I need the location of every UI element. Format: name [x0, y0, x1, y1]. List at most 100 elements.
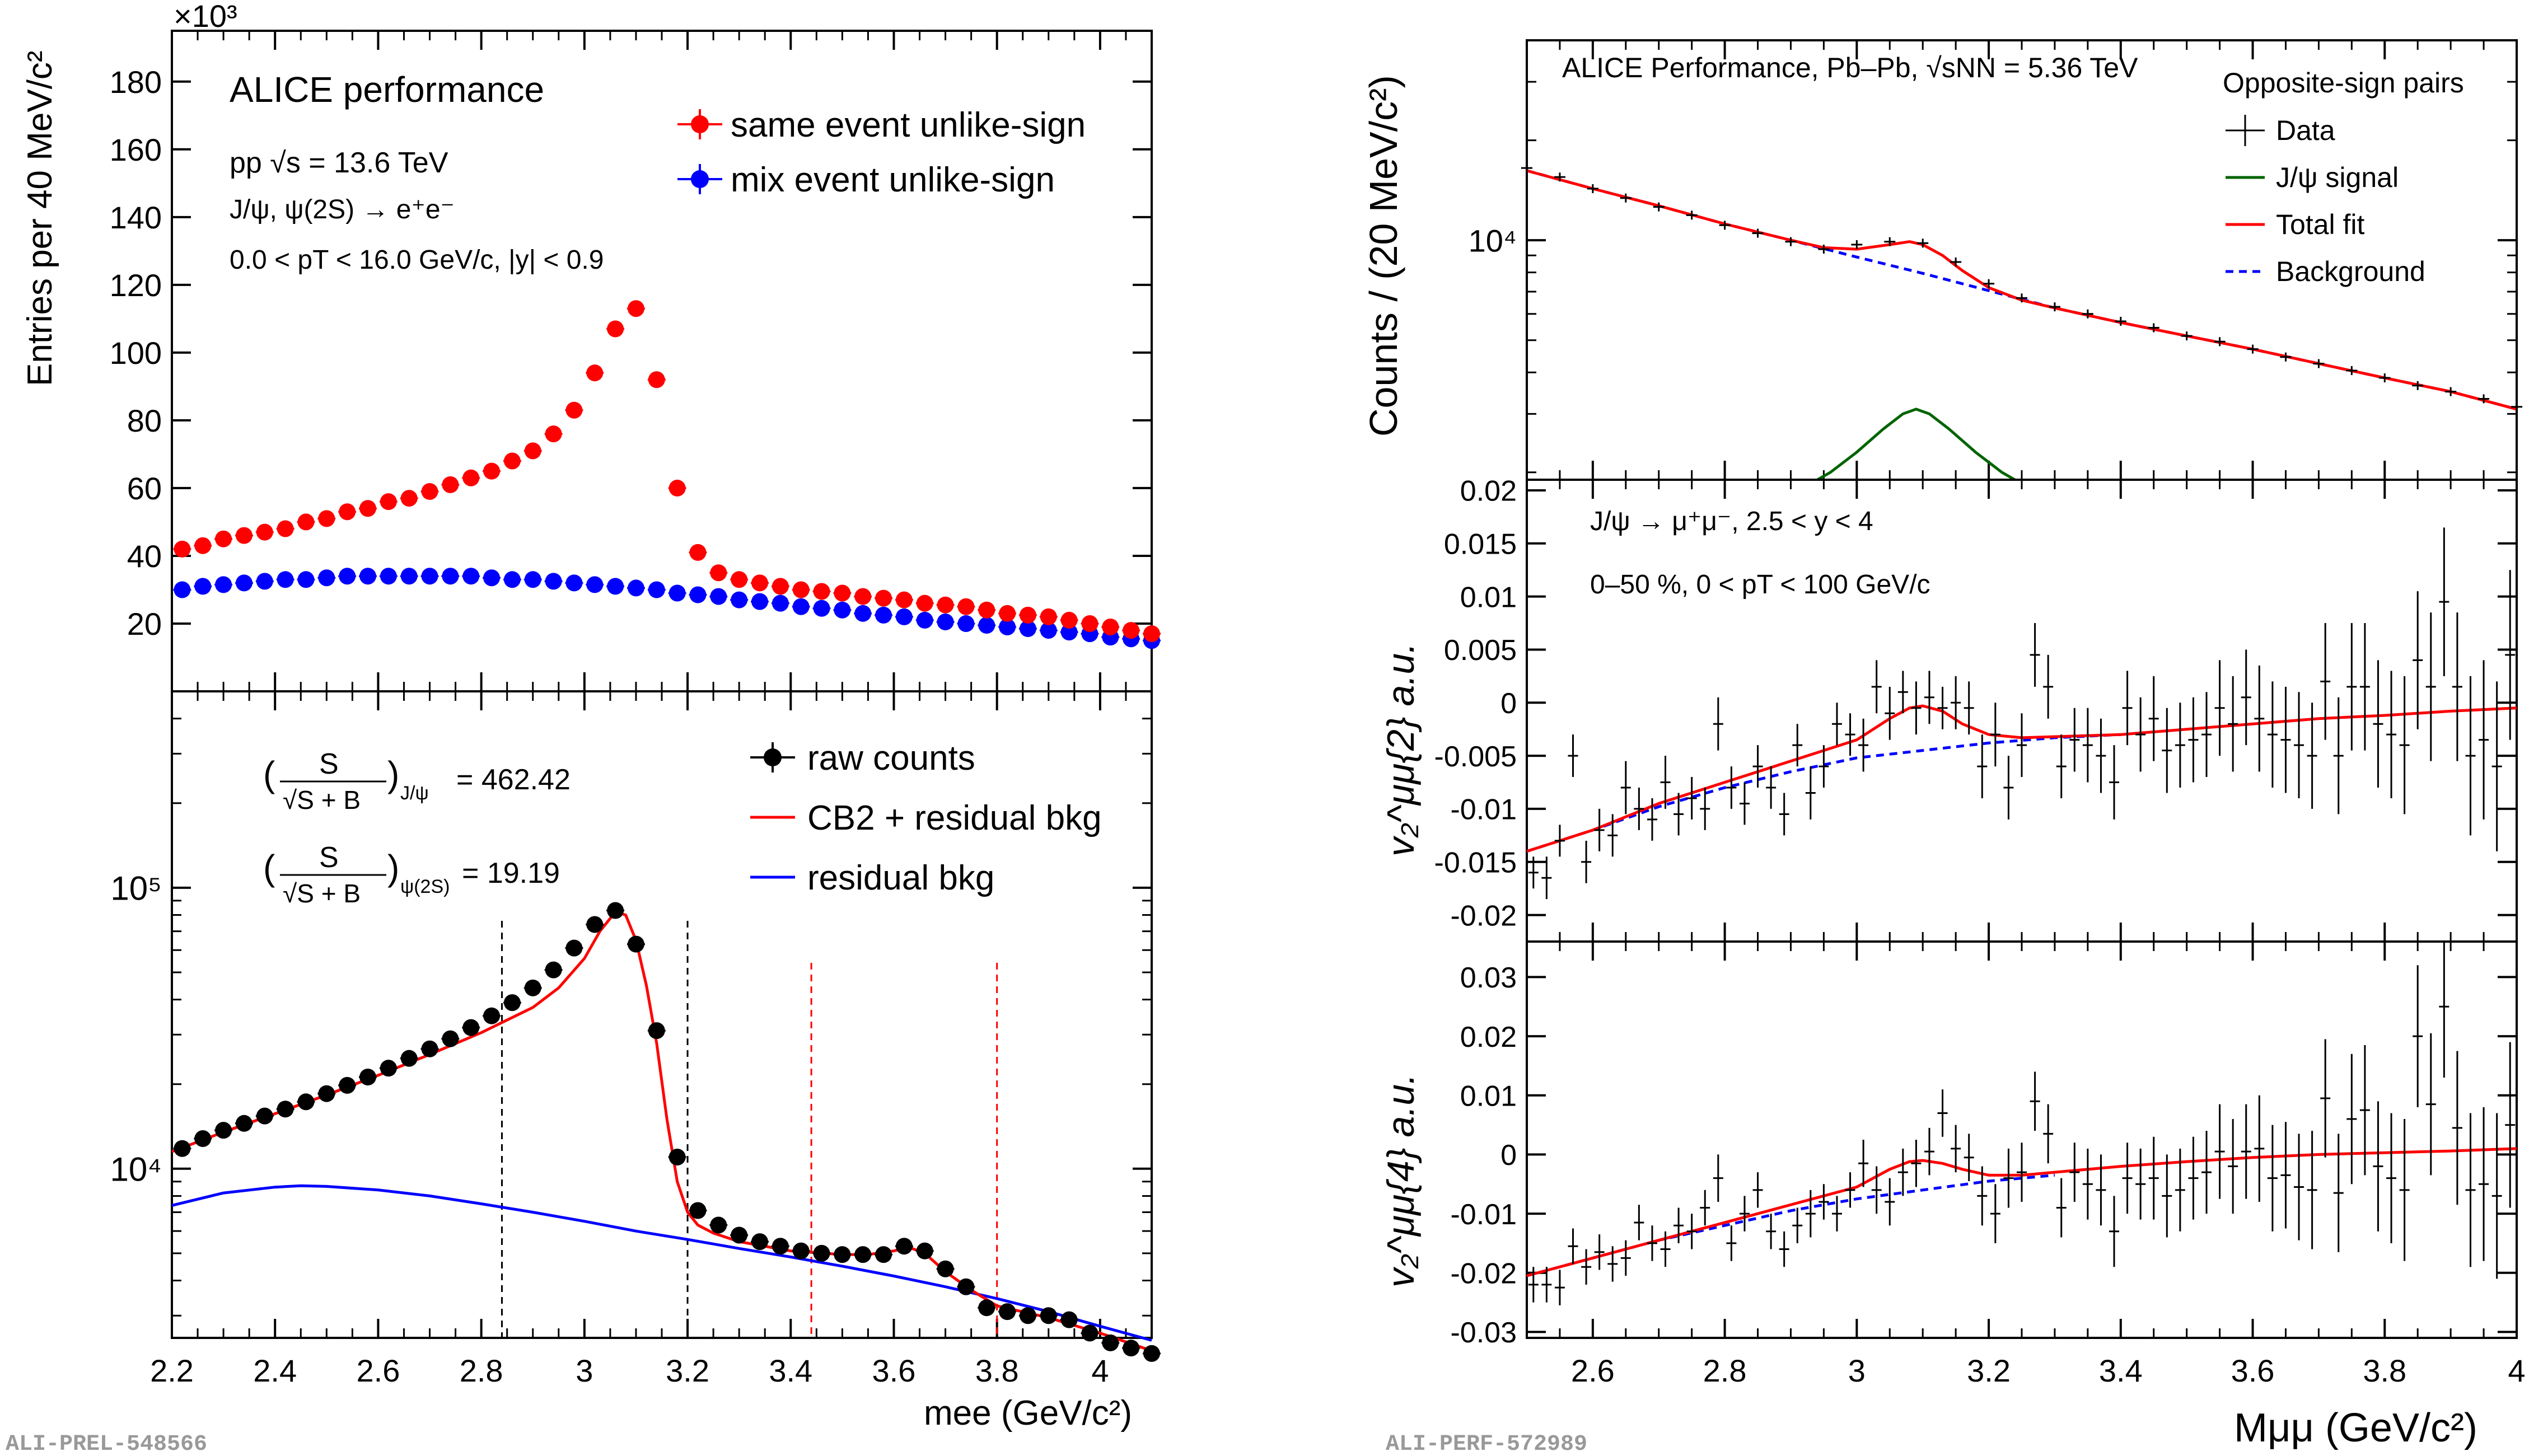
total-fit-curve — [1526, 704, 2517, 853]
right-mid-decay-label: J/ψ → μ⁺μ⁻, 2.5 < y < 4 — [1590, 507, 1873, 536]
mix-event-point — [1019, 620, 1036, 638]
legend-mix-marker — [691, 170, 709, 188]
right-mid-kin-label: 0–50 %, 0 < pT < 100 GeV/c — [1590, 570, 1930, 600]
mix-event-point — [689, 586, 707, 603]
raw-count-point — [359, 1068, 376, 1085]
same-event-point — [174, 540, 191, 558]
mix-event-point — [194, 578, 212, 595]
mix-event-point — [277, 571, 294, 588]
same-event-point — [1143, 625, 1160, 643]
mix-event-point — [916, 611, 933, 629]
right-bottom-ylabel: v₂^μμ{4} a.u. — [1380, 1074, 1422, 1288]
mix-event-point — [586, 576, 604, 593]
left-bottom-x-tick-label: 3.4 — [769, 1353, 812, 1388]
left-top-legend: same event unlike-sign mix event unlike-… — [677, 106, 1086, 199]
raw-count-point — [1123, 1340, 1140, 1357]
left-bottom-ticks: 2.2 2.4 2.6 2.8 3 3.2 3.4 3.6 3.8 4 10⁴ 10⁵ — [110, 690, 1153, 1388]
same-event-point — [524, 442, 541, 460]
mix-event-point — [442, 568, 459, 585]
raw-count-point — [235, 1115, 253, 1132]
left-bottom-x-tick-label: 2.8 — [460, 1353, 503, 1388]
raw-count-point — [1102, 1334, 1119, 1351]
same-event-point — [813, 583, 830, 600]
mix-event-point — [380, 568, 397, 585]
left-top-y-tick-label: 180 — [110, 64, 162, 100]
rm-y-tick-label: 0.015 — [1444, 528, 1517, 561]
rb-x-tick-label: 3.8 — [2363, 1353, 2406, 1388]
raw-count-point — [731, 1226, 748, 1244]
raw-count-point — [1081, 1324, 1098, 1342]
left-bottom-x-tick-label: 3.8 — [975, 1353, 1019, 1388]
same-event-point — [999, 605, 1016, 622]
mix-event-point — [937, 613, 954, 630]
same-event-point — [277, 520, 294, 537]
legend-same-label: same event unlike-sign — [731, 106, 1086, 144]
snr-psi2s-den: √S + B — [283, 879, 361, 908]
raw-count-point — [751, 1233, 768, 1251]
rb-x-tick-label: 3.4 — [2099, 1353, 2143, 1388]
mix-event-point — [999, 619, 1016, 636]
mix-event-point — [957, 615, 975, 632]
mix-event-point — [421, 568, 438, 585]
mix-event-point — [215, 576, 232, 593]
background-curve — [1526, 1173, 2055, 1277]
same-event-point — [792, 581, 810, 598]
legend-same-marker — [691, 115, 709, 133]
raw-count-point — [400, 1050, 418, 1067]
snr-jpsi-num: S — [319, 748, 339, 780]
left-bottom-window-lines — [501, 921, 998, 1338]
legend-residual-label: residual bkg — [807, 859, 994, 897]
rb-x-tick-label: 3 — [1848, 1353, 1866, 1388]
mix-event-point — [627, 579, 644, 597]
mix-event-point — [710, 588, 727, 605]
mix-event-point — [751, 593, 768, 610]
raw-count-point — [895, 1238, 913, 1255]
mix-event-point — [483, 569, 501, 587]
right-top-data-series — [1521, 163, 2522, 411]
left-bottom-y-tick-label: 10⁴ — [110, 1150, 162, 1188]
right-top-fit-curves — [1526, 169, 2517, 480]
raw-count-point — [834, 1246, 851, 1263]
same-event-point — [957, 598, 975, 615]
mix-event-point — [1060, 624, 1078, 641]
snr-jpsi-den: √S + B — [283, 785, 361, 814]
mix-event-point — [235, 574, 253, 592]
same-event-point — [669, 479, 686, 497]
right-legend-title: Opposite-sign pairs — [2223, 67, 2464, 99]
rm-y-tick-label: -0.005 — [1434, 741, 1517, 773]
same-event-point — [854, 588, 872, 605]
same-event-point — [689, 544, 707, 561]
same-event-point — [194, 537, 212, 554]
snr-jpsi-subscript: J/ψ — [400, 783, 429, 804]
snr-jpsi-annotation: ( S √S + B ) J/ψ = 462.42 — [263, 748, 571, 814]
left-bottom-x-tick-label: 2.4 — [253, 1353, 297, 1388]
mix-event-point — [1040, 622, 1057, 639]
left-top-collab-label: ALICE performance — [230, 69, 544, 110]
mix-event-point — [256, 573, 273, 590]
rb-x-tick-label: 4 — [2508, 1353, 2525, 1388]
left-top-y-tick-label: 40 — [127, 539, 162, 574]
snr-jpsi-value: = 462.42 — [456, 764, 571, 796]
left-top-y-tick-label: 100 — [110, 335, 162, 371]
mix-event-point — [318, 569, 335, 587]
rb-y-tick-label: -0.03 — [1450, 1317, 1517, 1349]
same-event-series — [173, 300, 1161, 643]
left-top-y-tick-label: 160 — [110, 132, 162, 167]
mix-event-series — [173, 568, 1161, 649]
rb-y-tick-label: -0.01 — [1450, 1198, 1517, 1231]
raw-count-point — [813, 1244, 830, 1262]
legend-mix-label: mix event unlike-sign — [731, 161, 1055, 199]
snr-jpsi-paren-open: ( — [263, 754, 275, 794]
raw-count-point — [689, 1202, 707, 1219]
raw-count-point — [627, 935, 644, 953]
left-xlabel: mee (GeV/c²) — [924, 1394, 1132, 1432]
same-event-point — [710, 564, 727, 582]
left-bottom-legend: raw counts CB2 + residual bkg residual b… — [750, 739, 1102, 897]
right-bottom-data-series — [1528, 942, 2516, 1305]
raw-count-point — [1060, 1311, 1078, 1328]
same-event-point — [380, 493, 397, 511]
left-top-y-tick-label: 80 — [127, 403, 162, 438]
left-top-y-tick-label: 120 — [110, 268, 162, 303]
